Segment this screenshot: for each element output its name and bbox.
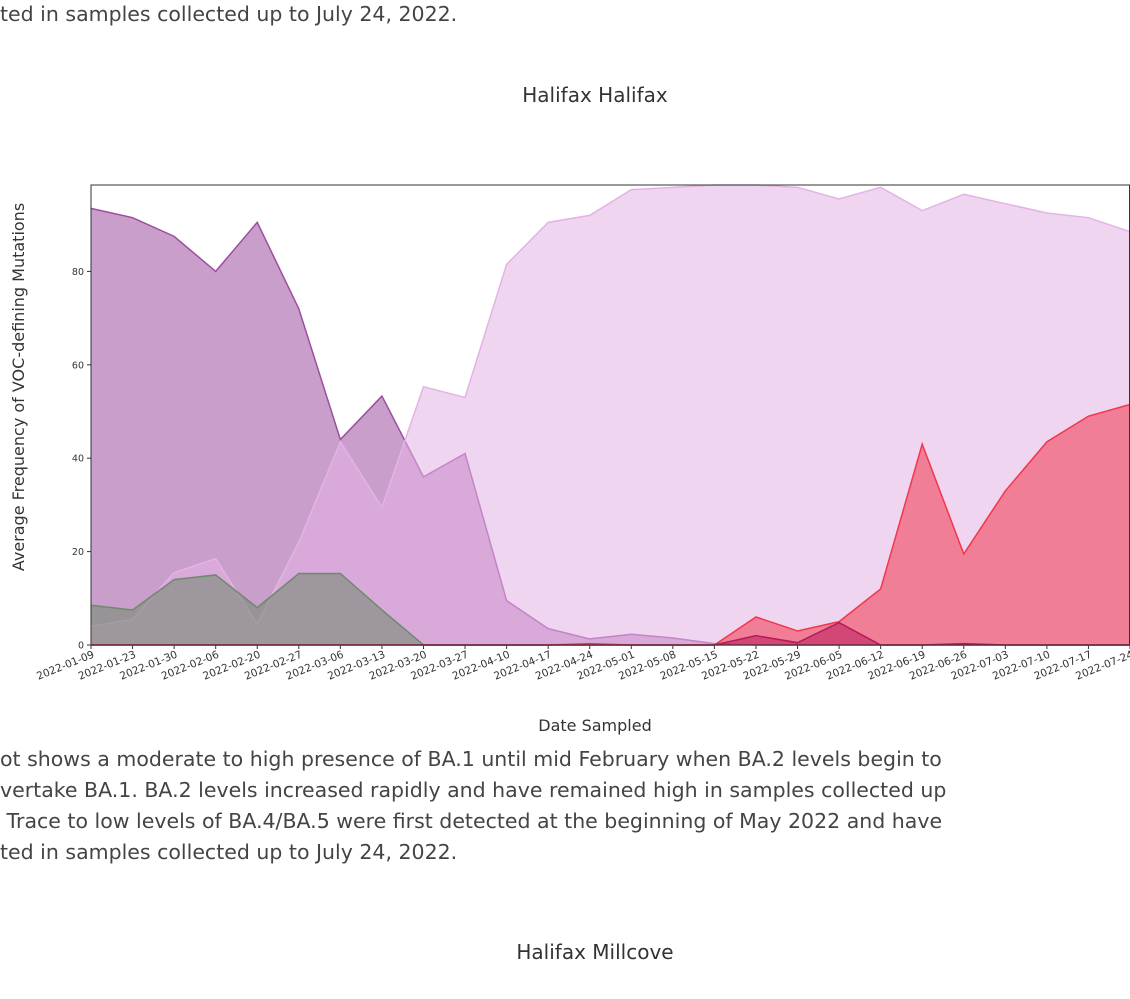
paragraph-line: ted in samples collected up to July 24, … [0,840,457,864]
y-tick-label: 0 [78,641,84,652]
paragraph-line: vertake BA.1. BA.2 levels increased rapi… [0,778,946,802]
area [91,573,1130,645]
paragraph-line: Trace to low levels of BA.4/BA.5 were fi… [0,809,942,833]
y-tick-label: 40 [72,454,84,465]
y-tick-label: 20 [72,547,84,558]
chart-title: Halifax Halifax [522,83,668,107]
y-tick-label: 60 [72,360,84,371]
area [91,185,1130,645]
y-axis-label: Average Frequency of VOC-defining Mutati… [9,203,28,571]
intro-text: ted in samples collected up to July 24, … [0,2,457,26]
next-chart-title: Halifax Millcove [516,940,673,964]
x-axis-label: Date Sampled [538,716,651,735]
area [91,404,1130,645]
y-tick-label: 80 [72,267,84,278]
paragraph-line: ot shows a moderate to high presence of … [0,747,942,771]
